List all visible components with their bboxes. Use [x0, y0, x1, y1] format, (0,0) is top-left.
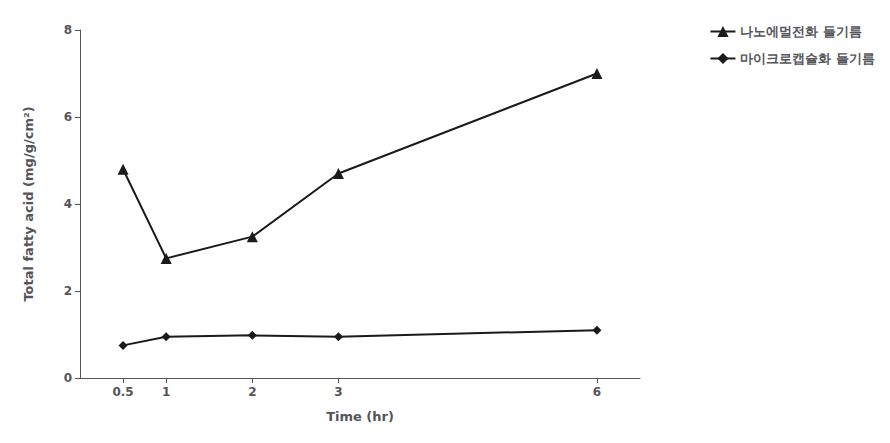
svg-text:3: 3 — [334, 385, 342, 399]
svg-text:마이크로캡슐화 들기름: 마이크로캡슐화 들기름 — [740, 51, 875, 66]
svg-text:4: 4 — [64, 197, 72, 211]
svg-text:Total fatty acid (mg/g/cm²): Total fatty acid (mg/g/cm²) — [21, 106, 36, 301]
svg-text:0: 0 — [64, 371, 72, 385]
svg-text:8: 8 — [64, 23, 72, 37]
svg-text:2: 2 — [64, 284, 72, 298]
svg-text:6: 6 — [593, 385, 601, 399]
svg-text:2: 2 — [248, 385, 256, 399]
svg-text:1: 1 — [162, 385, 170, 399]
svg-text:나노에멀전화 들기름: 나노에멀전화 들기름 — [740, 24, 862, 39]
svg-text:6: 6 — [64, 110, 72, 124]
svg-text:0.5: 0.5 — [112, 385, 133, 399]
svg-text:Time (hr): Time (hr) — [326, 409, 394, 424]
